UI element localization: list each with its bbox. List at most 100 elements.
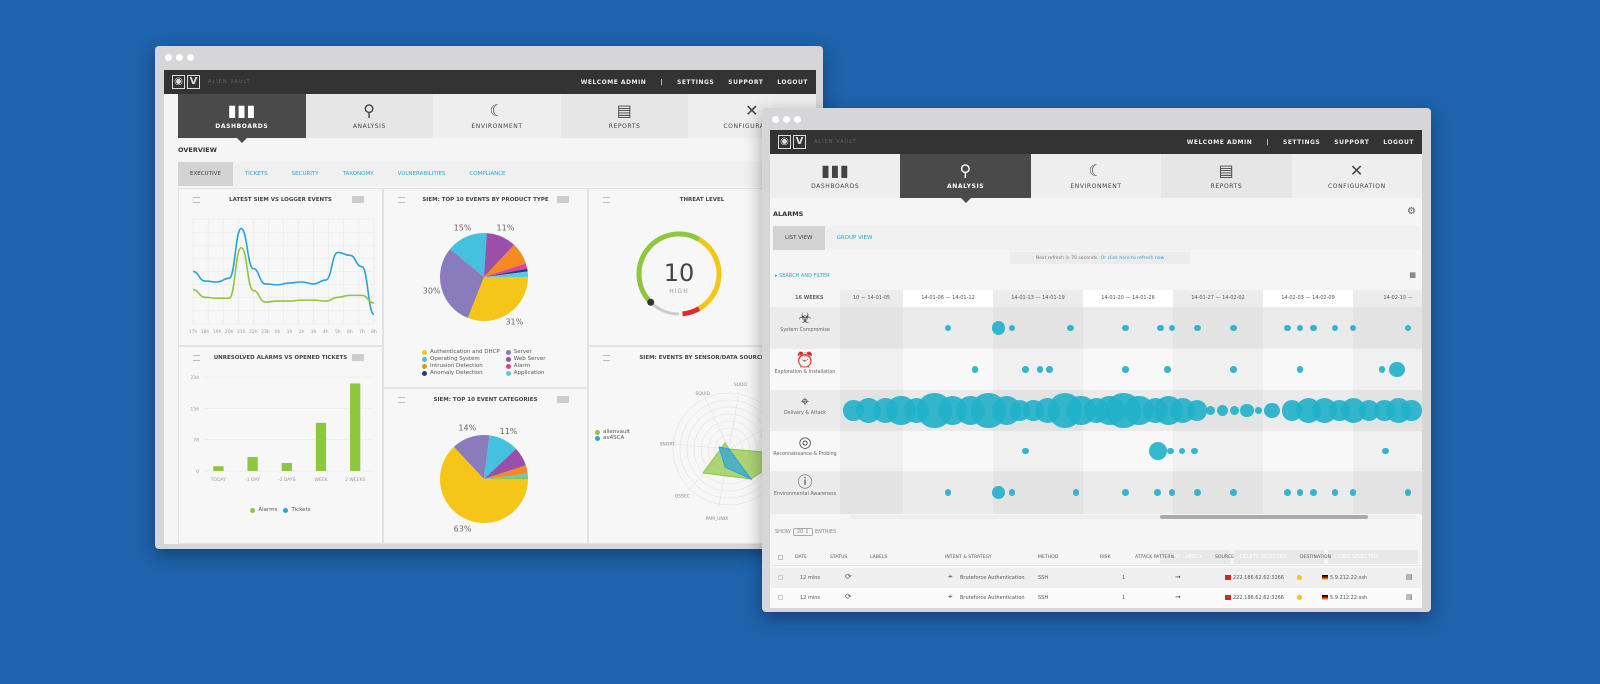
tab-group-view[interactable]: GROUP VIEW [836, 235, 873, 241]
alarm-bubble[interactable] [944, 324, 952, 332]
chart-toggle-icon[interactable]: ▩ [1409, 271, 1416, 279]
alarm-bubble[interactable] [1187, 400, 1208, 421]
tab-security[interactable]: SECURITY [291, 171, 319, 177]
refresh-link[interactable]: Or click here to refresh now [1100, 255, 1165, 261]
nav-analysis[interactable]: ⚲ ANALYSIS [900, 154, 1031, 203]
logo[interactable]: ◉ V ALIEN VAULT [778, 135, 857, 149]
alarm-bubble[interactable] [1067, 324, 1074, 332]
alarm-bubble[interactable] [1230, 324, 1237, 332]
alarm-bubble[interactable] [1216, 404, 1229, 417]
alarm-bubble[interactable] [1404, 489, 1412, 496]
alarm-bubble[interactable] [1178, 447, 1186, 455]
week-header[interactable]: 14-02-10 — [1353, 290, 1422, 307]
week-header[interactable]: 14-02-03 — 14-02-09 [1263, 290, 1353, 307]
column-header[interactable]: STATUS [830, 555, 848, 560]
row-checkbox[interactable] [778, 575, 783, 580]
nav-reports[interactable]: ▤ REPORTS [1161, 154, 1292, 198]
weeks-range-label[interactable]: 16 WEEKS [795, 295, 824, 301]
alarm-bubble[interactable] [1310, 324, 1317, 332]
alarm-bubble[interactable] [1036, 366, 1044, 373]
column-header[interactable]: INTENT & STRATEGY [945, 555, 992, 560]
alarm-bubble[interactable] [1378, 366, 1386, 373]
table-row[interactable]: 12 mins ⟳ ⌖ Bruteforce Authentication SSH 1 ➞ 2… [770, 568, 1422, 588]
legend-item[interactable]: Application [505, 370, 546, 376]
alarm-bubble[interactable] [991, 321, 1006, 335]
alarm-bubble[interactable] [971, 366, 979, 373]
legend-av4sca[interactable]: av4SCA [595, 435, 630, 441]
select-all-checkbox[interactable] [778, 555, 783, 560]
alarm-bubble[interactable] [1122, 489, 1129, 496]
table-row[interactable]: 12 mins ⟳ ⌖ Bruteforce Authentication SSH 1 ➞ 2… [770, 588, 1422, 608]
alarm-bubble[interactable] [1168, 324, 1176, 332]
column-header[interactable]: DATE [795, 555, 807, 560]
alarm-bubble[interactable] [1310, 489, 1317, 496]
legend-item[interactable]: Alarm [505, 363, 546, 369]
alarm-bubble[interactable] [1382, 447, 1389, 455]
logout-link[interactable]: LOGOUT [1383, 138, 1414, 146]
alarm-bubble[interactable] [1022, 447, 1029, 455]
alarm-bubble[interactable] [1255, 407, 1262, 414]
drag-handle-icon[interactable] [193, 355, 200, 361]
alarm-bubble[interactable] [1164, 366, 1171, 373]
drag-handle-icon[interactable] [398, 197, 405, 203]
week-header[interactable]: 14-01-27 — 14-02-02 [1173, 290, 1263, 307]
alarm-bubble[interactable] [1389, 361, 1405, 378]
alarm-bubble[interactable] [1072, 489, 1080, 496]
alarm-bubble[interactable] [1331, 324, 1339, 332]
nav-analysis[interactable]: ⚲ ANALYSIS [305, 94, 434, 138]
alarm-bubble[interactable] [1167, 447, 1174, 455]
column-header[interactable]: METHOD [1038, 555, 1059, 560]
alarm-bubble[interactable] [944, 489, 952, 496]
support-link[interactable]: SUPPORT [728, 78, 764, 86]
tab-list-view[interactable]: LIST VIEW [773, 226, 825, 250]
nav-environment[interactable]: ☾ ENVIRONMENT [433, 94, 561, 138]
alarm-bubble[interactable] [1230, 489, 1237, 496]
alarm-bubble[interactable] [1359, 400, 1380, 421]
week-header[interactable]: 14-01-13 — 14-01-19 [993, 290, 1083, 307]
legend-item[interactable]: Anomaly Detection [422, 370, 500, 376]
legend-tickets[interactable]: Tickets [283, 507, 311, 513]
nav-dashboards[interactable]: ▮▮▮ DASHBOARDS [178, 94, 306, 143]
alarm-bubble[interactable] [1154, 489, 1161, 496]
alarm-bubble[interactable] [1349, 324, 1357, 332]
drag-handle-icon[interactable] [193, 197, 200, 203]
apply-label-button[interactable]: APPLY LABEL ▾ [1160, 550, 1230, 564]
column-header[interactable]: RISK [1100, 555, 1111, 560]
legend-alarms[interactable]: Alarms [250, 507, 277, 513]
window-controls[interactable] [772, 116, 801, 123]
alarm-bubble[interactable] [1349, 489, 1357, 496]
settings-link[interactable]: SETTINGS [1283, 138, 1321, 146]
column-header[interactable]: SOURCE [1215, 555, 1234, 560]
tab-executive[interactable]: EXECUTIVE [178, 162, 233, 186]
alarm-bubble[interactable] [1284, 489, 1291, 496]
alarm-bubble[interactable] [1022, 366, 1029, 373]
alarm-bubble[interactable] [1331, 489, 1339, 496]
legend-item[interactable]: Server [505, 349, 546, 355]
drag-handle-icon[interactable] [603, 355, 610, 361]
alarm-bubble[interactable] [1148, 441, 1167, 461]
alarm-bubble[interactable] [1284, 324, 1291, 332]
drag-handle-icon[interactable] [398, 397, 405, 403]
legend-item[interactable]: Intrusion Detection [422, 363, 500, 369]
alarm-bubble[interactable] [1157, 324, 1164, 332]
alarm-bubble[interactable] [991, 485, 1006, 500]
nav-dashboards[interactable]: ▮▮▮ DASHBOARDS [770, 154, 901, 198]
tab-compliance[interactable]: COMPLIANCE [469, 171, 506, 177]
support-link[interactable]: SUPPORT [1334, 138, 1370, 146]
week-header[interactable]: 14-01-06 — 14-01-12 [903, 290, 993, 307]
settings-gear-icon[interactable]: ⚙ [1407, 206, 1416, 217]
alarm-bubble[interactable] [1264, 402, 1280, 419]
tab-taxonomy[interactable]: TAXONOMY [342, 171, 374, 177]
column-header[interactable]: DESTINATION [1300, 555, 1331, 560]
column-header[interactable]: LABELS [870, 555, 888, 560]
week-header[interactable]: 14-01-20 — 14-01-26 [1083, 290, 1173, 307]
alarm-bubble[interactable] [1229, 406, 1239, 415]
alarm-bubble[interactable] [1046, 366, 1053, 373]
alarm-bubble[interactable] [1122, 366, 1129, 373]
alarm-bubble[interactable] [1240, 403, 1254, 418]
logout-link[interactable]: LOGOUT [777, 78, 808, 86]
week-header[interactable]: 10 — 14-01-05 [840, 290, 903, 307]
alarm-bubble[interactable] [1230, 366, 1237, 373]
tab-vulnerabilities[interactable]: VULNERABILITIES [397, 171, 446, 177]
delete-selected-button[interactable]: DELETE SELECTED [1234, 550, 1324, 564]
